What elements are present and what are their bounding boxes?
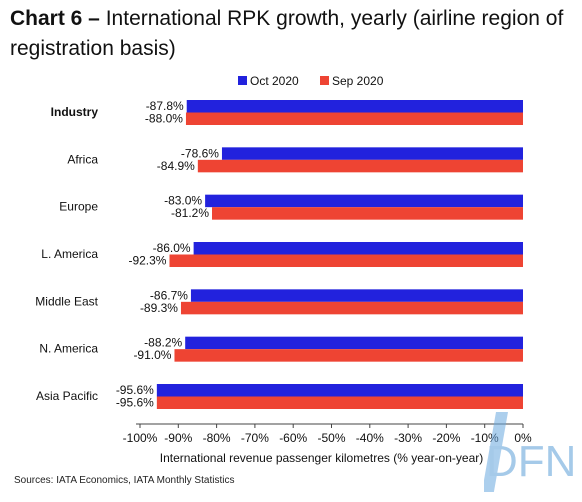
x-tick-label: 0% bbox=[514, 431, 532, 445]
x-tick-label: -100% bbox=[123, 431, 158, 445]
x-tick-label: -50% bbox=[317, 431, 345, 445]
x-tick-label: -60% bbox=[279, 431, 307, 445]
data-label: -84.9% bbox=[157, 159, 195, 173]
data-label: -89.3% bbox=[140, 301, 178, 315]
legend-swatch-1 bbox=[320, 76, 329, 85]
category-label: N. America bbox=[39, 342, 98, 356]
bar bbox=[205, 194, 524, 208]
chart-title: Chart 6 – International RPK growth, year… bbox=[10, 4, 575, 64]
bar bbox=[180, 301, 523, 315]
data-label: -95.6% bbox=[116, 396, 154, 410]
category-label: L. America bbox=[41, 247, 98, 261]
x-tick-label: -70% bbox=[241, 431, 269, 445]
category-label: Middle East bbox=[35, 294, 98, 308]
data-label: -88.0% bbox=[145, 112, 183, 126]
bar bbox=[156, 396, 524, 409]
data-label: -81.2% bbox=[171, 206, 209, 220]
x-tick-label: -80% bbox=[203, 431, 231, 445]
watermark-logo: DFN bbox=[484, 412, 576, 492]
data-label: -87.8% bbox=[146, 99, 184, 113]
data-label: -95.6% bbox=[116, 383, 154, 397]
category-label: Africa bbox=[67, 152, 98, 166]
data-label: -83.0% bbox=[164, 194, 202, 208]
category-label: Industry bbox=[51, 105, 99, 119]
x-axis-label: International revenue passenger kilometr… bbox=[160, 451, 484, 465]
data-label: -91.0% bbox=[133, 348, 171, 362]
data-label: -92.3% bbox=[128, 254, 166, 268]
data-label: -78.6% bbox=[181, 146, 219, 160]
bar bbox=[212, 207, 523, 220]
bar bbox=[193, 242, 523, 255]
bar bbox=[190, 289, 523, 302]
x-tick-label: -30% bbox=[394, 431, 422, 445]
bar bbox=[156, 384, 524, 397]
source-note: Sources: IATA Economics, IATA Monthly St… bbox=[14, 475, 235, 486]
bar bbox=[197, 159, 523, 173]
data-label: -88.2% bbox=[144, 336, 182, 350]
category-label: Asia Pacific bbox=[36, 389, 98, 403]
chart-title-prefix: Chart 6 – bbox=[10, 7, 100, 30]
bar bbox=[174, 349, 523, 362]
x-tick-label: -40% bbox=[356, 431, 384, 445]
data-label: -86.7% bbox=[150, 288, 188, 302]
chart-title-text: International RPK growth, yearly (airlin… bbox=[10, 7, 564, 60]
bar bbox=[186, 100, 523, 113]
data-label: -86.0% bbox=[153, 241, 191, 255]
bar bbox=[221, 147, 523, 160]
bar bbox=[185, 336, 523, 350]
watermark-text: DFN bbox=[486, 437, 576, 486]
bar bbox=[185, 112, 523, 125]
x-tick-label: -20% bbox=[432, 431, 460, 445]
legend-label-0: Oct 2020 bbox=[250, 74, 299, 88]
bar bbox=[169, 254, 523, 267]
x-tick-label: -90% bbox=[164, 431, 192, 445]
category-label: Europe bbox=[59, 200, 98, 214]
legend-label-1: Sep 2020 bbox=[332, 74, 384, 88]
legend-swatch-0 bbox=[238, 76, 247, 85]
